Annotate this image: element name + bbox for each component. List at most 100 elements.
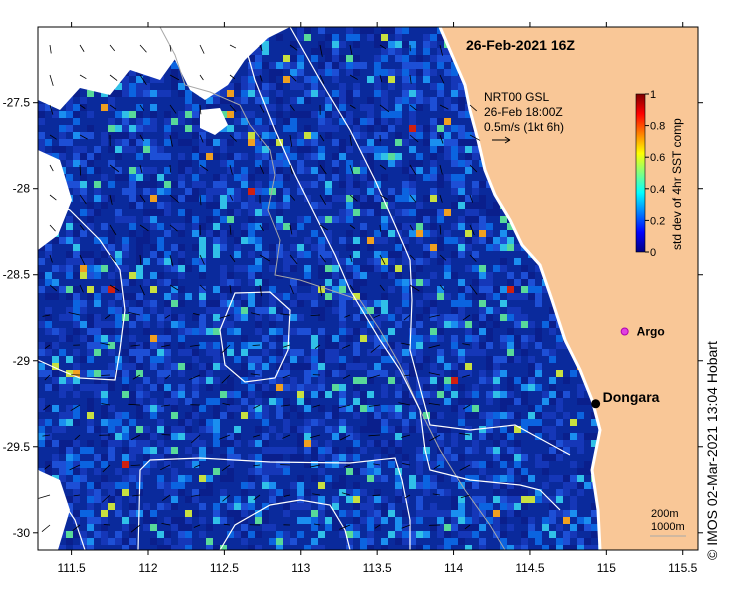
sst-pixel: [374, 188, 381, 195]
sst-pixel: [206, 489, 213, 496]
sst-pixel: [87, 419, 94, 426]
sst-pixel: [332, 265, 339, 272]
sst-pixel: [402, 538, 409, 545]
current-arrow: [342, 344, 351, 349]
sst-pixel: [171, 496, 178, 503]
sst-pixel: [493, 293, 500, 300]
sst-pixel: [311, 202, 318, 209]
sst-pixel: [80, 307, 87, 314]
sst-pixel: [115, 370, 122, 377]
sst-pixel: [500, 517, 507, 524]
current-arrow: [101, 374, 111, 376]
current-arrow: [409, 254, 416, 261]
sst-pixel: [255, 62, 262, 69]
sst-pixel: [472, 482, 479, 489]
sst-pixel: [150, 286, 157, 293]
sst-pixel: [164, 370, 171, 377]
sst-pixel: [346, 118, 353, 125]
sst-pixel: [507, 307, 514, 314]
sst-pixel: [486, 377, 493, 384]
sst-pixel: [339, 97, 346, 104]
dongara-town-icon[interactable]: [591, 399, 601, 409]
sst-pixel: [486, 433, 493, 440]
sst-pixel: [101, 132, 108, 139]
sst-pixel: [367, 118, 374, 125]
sst-pixel: [465, 335, 472, 342]
sst-pixel: [374, 468, 381, 475]
sst-pixel: [458, 314, 465, 321]
sst-pixel: [395, 111, 402, 118]
sst-pixel: [339, 419, 346, 426]
sst-pixel: [101, 433, 108, 440]
sst-pixel: [171, 503, 178, 510]
sst-pixel: [115, 489, 122, 496]
sst-pixel: [325, 216, 332, 223]
sst-pixel: [192, 188, 199, 195]
sst-pixel: [52, 356, 59, 363]
sst-pixel: [521, 279, 528, 286]
sst-pixel: [59, 139, 66, 146]
sst-pixel: [199, 244, 206, 251]
sst-pixel: [311, 370, 318, 377]
sst-pixel: [269, 293, 276, 300]
sst-pixel: [115, 321, 122, 328]
sst-pixel: [283, 510, 290, 517]
sst-pixel: [73, 419, 80, 426]
sst-pixel: [297, 251, 304, 258]
sst-pixel: [332, 342, 339, 349]
sst-pixel: [136, 314, 143, 321]
sst-pixel: [171, 412, 178, 419]
argo-float-icon[interactable]: [620, 327, 629, 336]
current-legend-line2: 26-Feb 18:00Z: [484, 105, 563, 119]
sst-pixel: [332, 62, 339, 69]
current-arrow: [259, 164, 265, 174]
sst-pixel: [94, 195, 101, 202]
sst-pixel: [346, 146, 353, 153]
sst-pixel: [430, 377, 437, 384]
sst-pixel: [234, 314, 241, 321]
sst-pixel: [360, 174, 367, 181]
sst-pixel: [94, 349, 101, 356]
sst-pixel: [122, 251, 129, 258]
sst-pixel: [395, 153, 402, 160]
sst-pixel: [129, 468, 136, 475]
argo-marker[interactable]: Argo: [620, 325, 665, 339]
current-arrow: [49, 134, 57, 140]
sst-pixel: [276, 384, 283, 391]
sst-pixel: [171, 244, 178, 251]
sst-pixel: [269, 244, 276, 251]
sst-pixel: [164, 328, 171, 335]
sst-pixel: [255, 265, 262, 272]
current-arrow: [250, 373, 261, 376]
sst-pixel: [227, 195, 234, 202]
sst-pixel: [374, 195, 381, 202]
sst-pixel: [577, 538, 584, 545]
sst-pixel: [136, 258, 143, 265]
sst-pixel: [178, 83, 185, 90]
sst-pixel: [486, 426, 493, 433]
sst-pixel: [500, 230, 507, 237]
sst-pixel: [437, 34, 444, 41]
sst-pixel: [409, 475, 416, 482]
sst-pixel: [178, 153, 185, 160]
sst-pixel: [339, 391, 346, 398]
current-arrow: [43, 404, 51, 411]
sst-pixel: [108, 321, 115, 328]
sst-pixel: [283, 104, 290, 111]
sst-pixel: [514, 335, 521, 342]
sst-pixel: [241, 153, 248, 160]
dongara-marker[interactable]: Dongara: [591, 389, 660, 409]
sst-pixel: [87, 293, 94, 300]
sst-pixel: [115, 90, 122, 97]
sst-pixel: [220, 230, 227, 237]
sst-pixel: [213, 440, 220, 447]
sst-pixel: [185, 111, 192, 118]
sst-pixel: [437, 377, 444, 384]
sst-pixel: [388, 314, 395, 321]
sst-pixel: [290, 363, 297, 370]
current-arrow: [428, 403, 441, 406]
sst-pixel: [136, 447, 143, 454]
sst-pixel: [374, 62, 381, 69]
sst-pixel: [479, 272, 486, 279]
